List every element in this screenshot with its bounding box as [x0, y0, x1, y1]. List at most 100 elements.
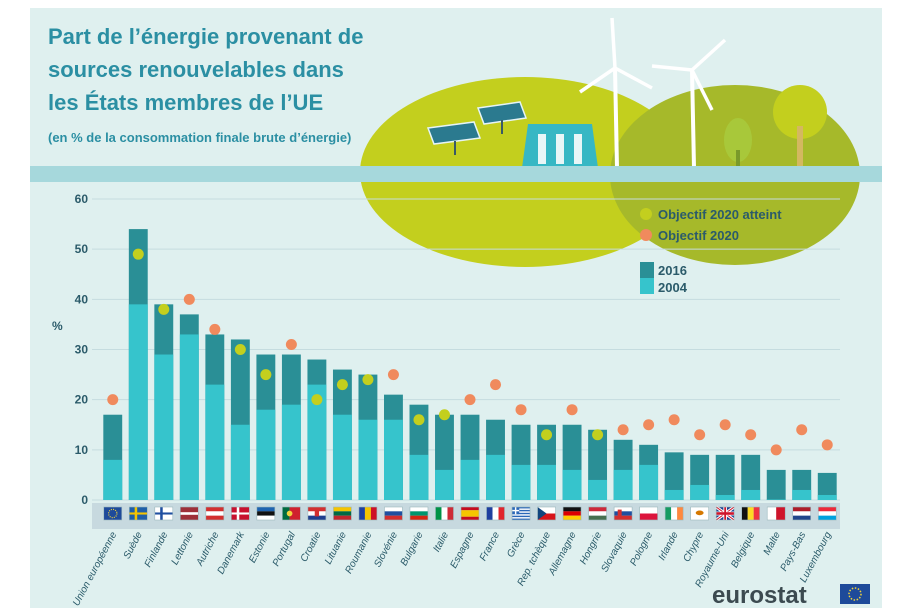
target-dot: [643, 419, 655, 431]
flag-gr-icon: [511, 506, 531, 521]
flag-lv-icon: [180, 506, 199, 521]
bar-2004: [332, 414, 352, 500]
target-dot: [694, 429, 706, 441]
target-dot: [107, 394, 119, 406]
target-dot: [745, 429, 757, 441]
target-dot: [490, 379, 502, 391]
brand-wordmark: eurostat: [712, 582, 807, 609]
target-reached-dot: [362, 374, 374, 386]
dam-icon: [522, 124, 598, 168]
bar-2004: [384, 419, 403, 500]
target-reached-dot: [158, 303, 170, 315]
flag-si-icon: [384, 506, 403, 521]
flag-lu-icon: [817, 506, 837, 521]
flag-sk-icon: [613, 506, 633, 521]
flag-nl-icon: [792, 506, 812, 521]
flags: [103, 505, 837, 522]
flag-ee-icon: [256, 506, 276, 521]
target-dot: [209, 323, 221, 335]
bar-2004: [537, 464, 556, 500]
target-reached-dot: [541, 429, 553, 441]
y-tick-label: 40: [75, 292, 89, 306]
legend-2004-swatch: [640, 278, 654, 294]
wind-turbine-icon: [651, 38, 727, 169]
target-dot: [285, 338, 297, 350]
bar-2004: [281, 404, 301, 500]
target-dot: [566, 404, 578, 416]
flag-hr-icon: [307, 506, 327, 521]
bar-2004: [715, 494, 735, 500]
target-dot: [387, 369, 399, 381]
bar-2004: [460, 459, 480, 500]
bar-2004: [205, 384, 225, 500]
bar-2004: [562, 469, 582, 500]
eurostat-logo: eurostat: [712, 582, 870, 609]
tree-icon: [724, 118, 752, 168]
target-dot: [821, 439, 833, 451]
bar-2004: [128, 304, 148, 500]
bars: [103, 229, 837, 500]
bar-2016: [817, 472, 837, 500]
target-dot: [668, 414, 680, 426]
y-tick-label: 10: [75, 443, 89, 457]
bar-2004: [154, 354, 174, 500]
flag-ie-icon: [664, 506, 684, 521]
flag-eu-icon: [103, 506, 123, 521]
wind-turbine-icon: [579, 17, 653, 169]
y-tick-label: 60: [75, 192, 89, 206]
flag-be-icon: [741, 506, 760, 521]
title-line-2: sources renouvelables dans: [48, 57, 344, 82]
target-dot: [617, 424, 629, 436]
target-dot: [464, 394, 476, 406]
target-dot: [770, 444, 782, 456]
title-line-3: les États membres de l’UE: [48, 90, 323, 115]
bar-2004: [103, 459, 123, 500]
solar-panel-icon: [476, 101, 528, 134]
flag-se-icon: [128, 506, 148, 521]
y-tick-label: 50: [75, 242, 89, 256]
target-reached-dot: [413, 414, 425, 426]
bar-2004: [230, 424, 250, 500]
bar-2004: [256, 409, 276, 500]
bar-2004: [690, 484, 710, 500]
legend: Objectif 2020 atteint Objectif 2020 2016…: [640, 207, 782, 295]
bar-2004: [792, 489, 812, 500]
bar-2004: [741, 489, 761, 500]
flag-cz-icon: [537, 506, 556, 521]
bar-2004: [817, 494, 837, 500]
bar-2004: [179, 334, 199, 500]
y-tick-label: 0: [81, 493, 88, 507]
flag-mt-icon: [766, 506, 786, 521]
bar-2004: [358, 419, 378, 500]
bar-2004: [639, 464, 659, 500]
flag-fi-icon: [154, 506, 174, 521]
target-dot: [796, 424, 808, 436]
target-reached-dot: [592, 429, 604, 441]
bar-2004: [613, 469, 633, 500]
target-reached-dot: [260, 369, 272, 381]
target-dot: [515, 404, 527, 416]
y-axis: 0 10 20 30 40 50 60: [75, 192, 89, 507]
target-dot: [719, 419, 731, 431]
y-tick-label: 20: [75, 393, 89, 407]
bar-2004: [435, 469, 454, 500]
flag-lt-icon: [333, 506, 352, 521]
bar-2016: [741, 454, 761, 500]
flag-de-icon: [562, 506, 582, 521]
bar-2004: [511, 464, 531, 500]
legend-reached-marker: [640, 208, 652, 220]
flag-fr-icon: [486, 506, 505, 521]
eu-flag-icon: [840, 584, 870, 604]
legend-2004-label: 2004: [658, 280, 688, 295]
flag-pl-icon: [639, 506, 658, 521]
flag-ro-icon: [358, 506, 378, 521]
legend-target-label: Objectif 2020: [658, 228, 739, 243]
legend-2016-swatch: [640, 262, 654, 278]
chart-title: Part de l’énergie provenant de sources r…: [48, 24, 368, 115]
bar-2016: [715, 454, 735, 500]
header-band: [30, 166, 882, 182]
bar-2004: [588, 479, 608, 500]
flag-it-icon: [435, 506, 454, 521]
